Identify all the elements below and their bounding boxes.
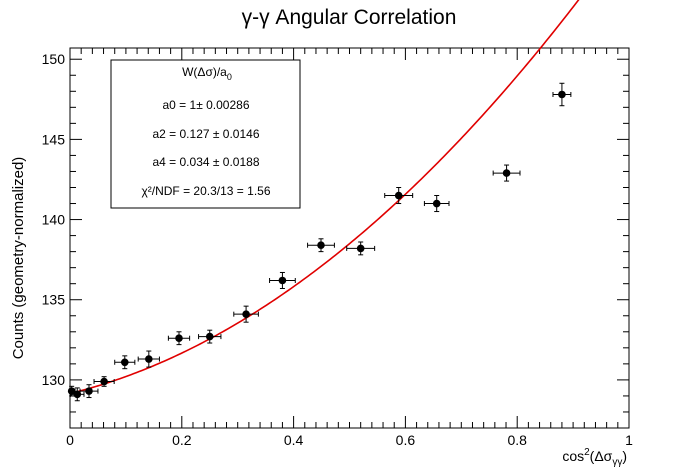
stats-box-chi2: χ²/NDF = 20.3/13 = 1.56 (141, 184, 270, 198)
x-tick-label: 0.2 (172, 432, 192, 448)
data-marker (145, 355, 153, 363)
x-tick-label: 0.8 (507, 432, 527, 448)
x-axis-label-main: cos (562, 448, 584, 464)
data-point (423, 195, 450, 213)
stats-box-a2: a2 = 0.127 ± 0.0146 (152, 127, 259, 141)
data-marker (67, 387, 76, 395)
y-tick-label: 150 (42, 51, 66, 67)
x-axis-label-close: ) (622, 448, 627, 464)
stats-box: W(Δσ)/a0 a0 = 1± 0.00286 a2 = 0.127 ± 0.… (110, 59, 301, 209)
data-point (492, 164, 521, 182)
data-marker (175, 334, 183, 343)
data-point (93, 376, 115, 387)
x-tick-label: 0.4 (284, 432, 304, 448)
data-point (552, 82, 572, 107)
data-point (384, 186, 414, 205)
data-point (346, 241, 376, 256)
data-marker (394, 191, 403, 200)
y-tick-label: 145 (42, 131, 66, 147)
plot-area: 130 135 140 145 150 0 0.2 0.4 0.6 0.8 1 (42, 0, 633, 448)
x-axis-label-sup: 2 (584, 447, 590, 458)
y-tick-label: 130 (42, 372, 66, 388)
x-tick-label: 0.6 (396, 432, 416, 448)
y-axis-ticks: 130 135 140 145 150 (42, 51, 629, 429)
stats-box-title-sub: 0 (227, 72, 232, 82)
x-axis-label-rest: (Δσ (590, 448, 613, 464)
data-point (198, 329, 222, 344)
x-tick-label: 0 (66, 432, 74, 448)
data-marker (242, 310, 250, 318)
data-marker (73, 390, 82, 399)
y-tick-label: 140 (42, 212, 66, 228)
data-point (307, 238, 335, 253)
stats-box-frame (110, 59, 301, 209)
x-axis-label: cos2(Δσγγ) (562, 447, 627, 468)
data-point (79, 384, 99, 399)
chart-title: γ-γ Angular Correlation (242, 6, 457, 29)
data-points-layer (67, 82, 572, 402)
data-marker (558, 90, 566, 99)
x-tick-label: 1 (625, 432, 633, 448)
data-marker (278, 276, 287, 285)
data-marker (205, 332, 214, 341)
data-marker (317, 241, 325, 250)
data-marker (85, 387, 93, 395)
data-point (167, 331, 191, 346)
data-marker (356, 244, 365, 253)
y-axis-label: Counts (geometry-normalized) (10, 157, 27, 360)
stats-box-a0: a0 = 1± 0.00286 (163, 98, 250, 112)
data-marker (502, 169, 511, 177)
x-axis-label-sub: γγ (612, 457, 622, 468)
stats-box-a4: a4 = 0.034 ± 0.0188 (152, 155, 259, 169)
data-point (233, 305, 259, 323)
data-point (137, 350, 160, 368)
x-axis-ticks: 0 0.2 0.4 0.6 0.8 1 (66, 48, 633, 448)
data-point (269, 271, 296, 290)
stats-box-title-main: W(Δσ)/a (182, 65, 227, 79)
data-marker (100, 377, 108, 386)
data-marker (432, 199, 441, 208)
y-tick-label: 135 (42, 292, 66, 308)
data-point (114, 355, 136, 370)
stats-box-title: W(Δσ)/a0 (182, 65, 232, 82)
data-point (70, 387, 85, 402)
data-marker (120, 358, 129, 367)
